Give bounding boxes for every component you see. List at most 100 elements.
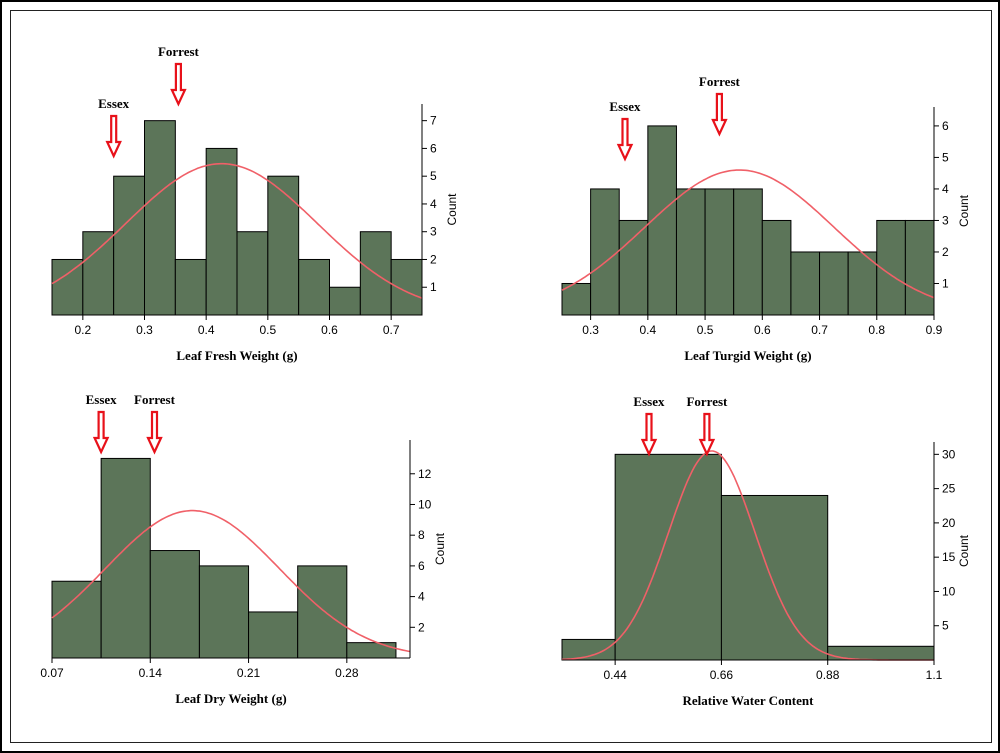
x-tick-label: 0.7	[811, 323, 828, 337]
y-tick-label: 2	[942, 245, 949, 259]
y-tick-label: 2	[418, 620, 425, 634]
x-tick-label: 0.66	[710, 668, 734, 682]
histogram-bar	[82, 231, 115, 316]
x-tick-label: 0.6	[754, 323, 771, 337]
figure-inner-border	[10, 10, 992, 743]
x-tick-label: 0.44	[603, 668, 627, 682]
annotation-label: Essex	[86, 392, 118, 407]
histogram-bar	[297, 565, 348, 659]
annotation-label: Forrest	[158, 44, 200, 59]
x-tick-label: 0.9	[926, 323, 943, 337]
y-tick-label: 8	[418, 528, 425, 542]
y-tick-label: 20	[942, 516, 956, 530]
histogram-bar	[248, 611, 299, 659]
histogram-bar	[205, 147, 238, 316]
histogram-bar	[113, 175, 146, 316]
histogram-leaf-turgid-weight: 0.3 0.4 0.5 0.6 0.7 0.8 0.9 1 2 3 4 5 6 Leaf Turgid W…	[561, 74, 971, 363]
x-tick-label: 0.8	[868, 323, 885, 337]
down-arrow-icon	[698, 412, 716, 457]
x-tick-label: 0.28	[335, 666, 359, 680]
x-tick-label: 0.14	[139, 666, 163, 680]
y-tick-label: 15	[942, 550, 956, 564]
y-tick-label: 1	[430, 280, 437, 294]
y-axis-title: Count	[957, 194, 971, 227]
down-arrow-icon	[616, 117, 634, 162]
down-arrow-icon	[640, 412, 658, 457]
x-axis-title: Leaf Turgid Weight (g)	[684, 348, 811, 363]
y-tick-label: 6	[418, 559, 425, 573]
x-tick-label: 1.1	[926, 668, 943, 682]
annotation-label: Essex	[609, 99, 641, 114]
histogram-bar	[267, 175, 300, 316]
normal-fit-curve	[561, 169, 935, 299]
y-tick-label: 4	[942, 182, 949, 196]
y-tick-label: 25	[942, 482, 956, 496]
histogram-bar	[733, 188, 763, 316]
x-tick-label: 0.07	[40, 666, 64, 680]
x-tick-label: 0.4	[640, 323, 657, 337]
histogram-leaf-fresh-weight: 0.2 0.3 0.4 0.5 0.6 0.7 1 2 3 4 5 6 7 Leaf Fresh Weig…	[51, 44, 459, 363]
histogram-bar	[149, 550, 200, 659]
down-arrow-icon	[92, 410, 110, 455]
histogram-bar	[561, 282, 592, 316]
x-tick-label: 0.6	[321, 323, 338, 337]
histogram-bar	[100, 457, 151, 659]
histogram-bar	[174, 258, 207, 316]
down-arrow-icon	[170, 62, 187, 107]
y-tick-label: 3	[942, 213, 949, 227]
annotation-label: Forrest	[134, 392, 176, 407]
x-axis-title: Relative Water Content	[683, 693, 815, 708]
histogram-bar	[51, 258, 84, 316]
x-tick-label: 0.3	[582, 323, 599, 337]
down-arrow-icon	[711, 92, 728, 137]
histogram-bar	[51, 580, 102, 659]
y-tick-label: 5	[942, 150, 949, 164]
x-axis-title: Leaf Fresh Weight (g)	[176, 348, 297, 363]
y-tick-label: 10	[942, 584, 956, 598]
histogram-bar	[144, 120, 176, 316]
histogram-bar	[614, 453, 722, 661]
histogram-bar	[198, 565, 250, 659]
annotation-label: Forrest	[686, 394, 728, 409]
y-tick-label: 4	[418, 590, 425, 604]
x-tick-label: 0.3	[136, 323, 153, 337]
y-axis-title: Count	[957, 534, 971, 567]
y-tick-label: 5	[430, 169, 437, 183]
histogram-bar	[346, 642, 397, 659]
normal-fit-curve	[51, 509, 411, 653]
histogram-bar	[298, 258, 331, 316]
x-tick-label: 0.88	[816, 668, 840, 682]
normal-fit-curve	[51, 162, 423, 299]
y-tick-label: 1	[942, 276, 949, 290]
histogram-bar	[675, 188, 706, 316]
y-tick-label: 6	[430, 141, 437, 155]
y-tick-label: 7	[430, 114, 437, 128]
y-tick-label: 10	[418, 497, 432, 511]
y-tick-label: 2	[430, 252, 437, 266]
histogram-leaf-dry-weight: 0.07 0.14 0.21 0.28 2 4 6 8 10 12 Leaf Dry Weight …	[40, 392, 447, 706]
histogram-relative-water-content: 0.44 0.66 0.88 1.1 5 10 15 20 25 30 Relative Water…	[561, 394, 971, 708]
histogram-bar	[329, 286, 361, 316]
y-tick-label: 12	[418, 467, 432, 481]
histogram-bar	[761, 219, 792, 316]
y-tick-label: 5	[942, 619, 949, 633]
y-tick-label: 4	[430, 197, 437, 211]
x-tick-label: 0.5	[259, 323, 276, 337]
annotation-label: Forrest	[699, 74, 741, 89]
histogram-bar	[819, 251, 849, 316]
x-tick-label: 0.7	[383, 323, 400, 337]
y-tick-label: 6	[942, 119, 949, 133]
histogram-bar	[790, 251, 821, 316]
histogram-bar	[236, 231, 269, 316]
histogram-bar	[390, 258, 423, 316]
histogram-bar	[590, 188, 620, 316]
histogram-bar	[720, 494, 829, 661]
x-axis-title: Leaf Dry Weight (g)	[175, 691, 286, 706]
annotation-label: Essex	[633, 394, 665, 409]
y-tick-label: 3	[430, 225, 437, 239]
y-axis-title: Count	[433, 532, 447, 565]
histogram-bar	[704, 188, 735, 316]
y-tick-label: 30	[942, 447, 956, 461]
x-tick-label: 0.21	[237, 666, 261, 680]
x-tick-label: 0.4	[198, 323, 215, 337]
